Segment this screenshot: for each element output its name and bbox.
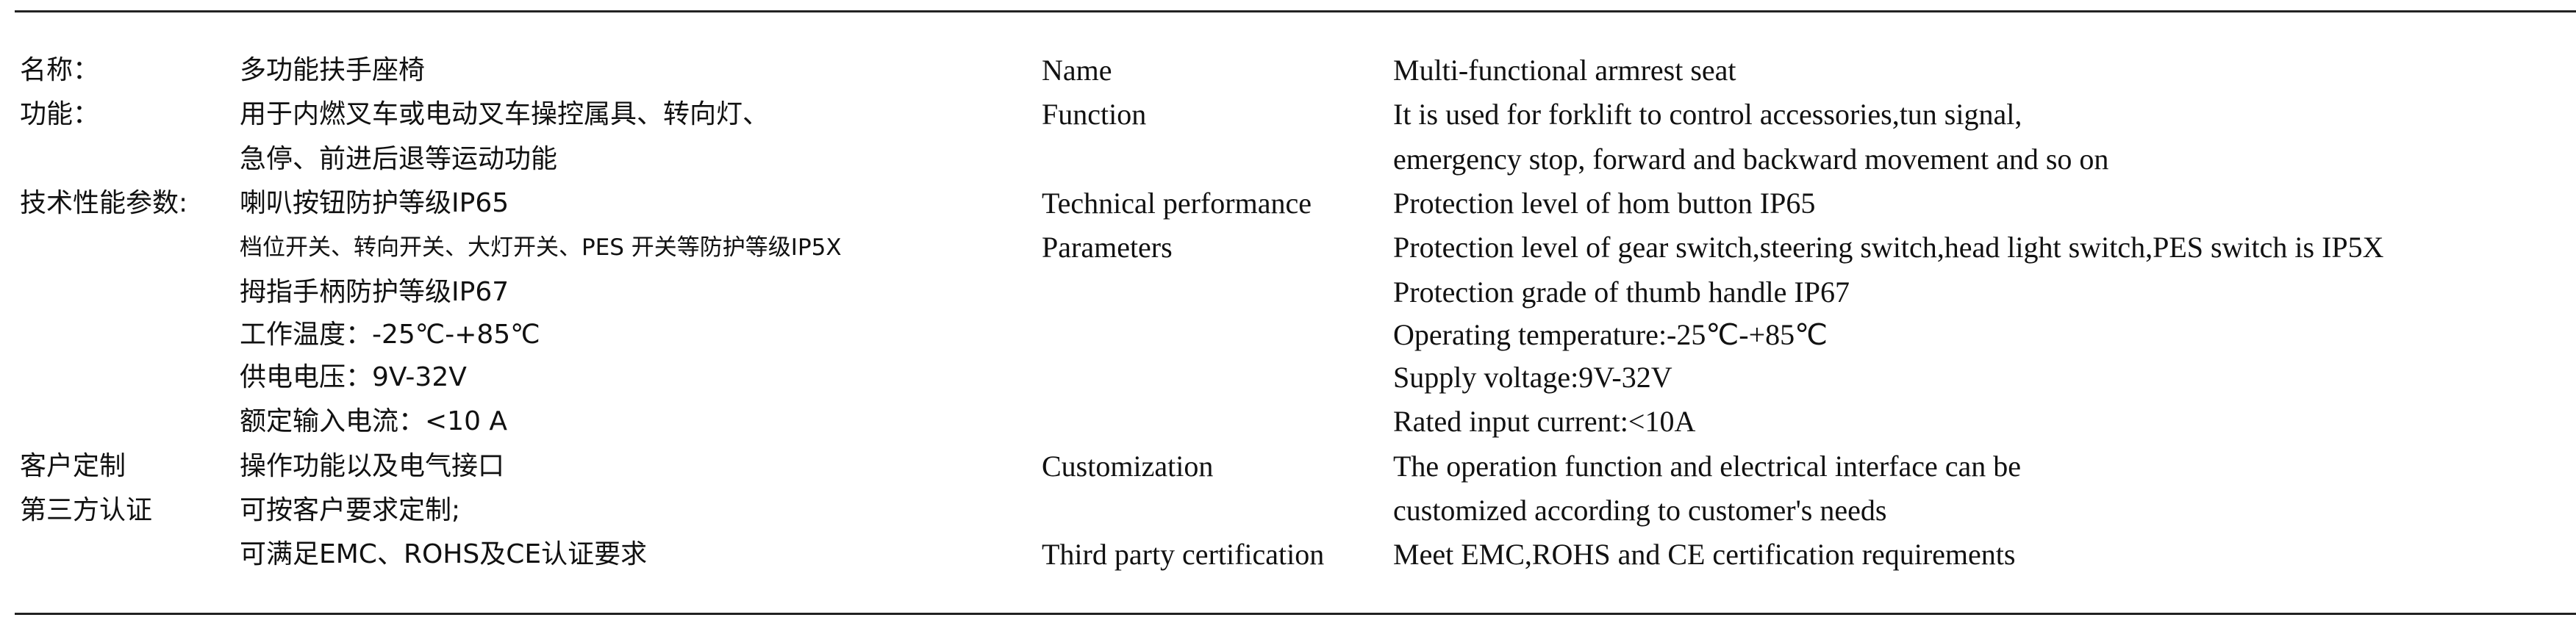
zh-value: 工作温度：-25℃-+85℃	[240, 320, 540, 350]
en-value: It is used for forklift to control acces…	[1393, 98, 2022, 131]
en-value: Protection level of gear switch,steering…	[1393, 231, 2384, 264]
en-value: The operation function and electrical in…	[1393, 450, 2021, 483]
zh-value: 额定输入电流：<10 A	[240, 406, 508, 436]
top-rule	[15, 10, 2576, 12]
zh-label-cert: 第三方认证	[20, 495, 153, 525]
en-label-tech: Technical performance	[1042, 187, 1312, 220]
zh-value: 多功能扶手座椅	[240, 55, 426, 85]
en-value: Protection grade of thumb handle IP67	[1393, 276, 1850, 309]
zh-value: 操作功能以及电气接口	[240, 451, 505, 481]
zh-label-function: 功能：	[20, 99, 100, 129]
en-value: Meet EMC,ROHS and CE certification requi…	[1393, 538, 2016, 571]
zh-value: 供电电压：9V-32V	[240, 362, 467, 392]
en-label-name: Name	[1042, 54, 1112, 87]
en-value: Multi-functional armrest seat	[1393, 54, 1736, 87]
en-value: Rated input current:<10A	[1393, 405, 1696, 438]
en-value: Supply voltage:9V-32V	[1393, 361, 1672, 394]
en-label-custom: Customization	[1042, 450, 1214, 483]
en-label-params: Parameters	[1042, 231, 1173, 264]
bottom-rule	[15, 613, 2576, 615]
en-label-cert: Third party certification	[1042, 538, 1325, 571]
zh-value: 档位开关、转向开关、大灯开关、PES 开关等防护等级IP5X	[240, 234, 842, 261]
en-value: Protection level of hom button IP65	[1393, 187, 1816, 220]
zh-label-name: 名称：	[20, 55, 100, 85]
en-label-function: Function	[1042, 98, 1147, 131]
zh-value: 可满足EMC、ROHS及CE认证要求	[240, 539, 648, 569]
zh-label-custom: 客户定制	[20, 451, 126, 481]
en-value: emergency stop, forward and backward mov…	[1393, 143, 2109, 176]
zh-value: 可按客户要求定制;	[240, 495, 461, 525]
zh-label-tech: 技术性能参数:	[20, 188, 188, 218]
zh-value: 用于内燃叉车或电动叉车操控属具、转向灯、	[240, 99, 770, 129]
zh-value: 拇指手柄防护等级IP67	[240, 277, 509, 307]
zh-value: 急停、前进后退等运动功能	[240, 144, 558, 174]
zh-value: 喇叭按钮防护等级IP65	[240, 188, 509, 218]
en-value: Operating temperature:-25℃-+85℃	[1393, 318, 1828, 351]
en-value: customized according to customer's needs	[1393, 494, 1887, 527]
